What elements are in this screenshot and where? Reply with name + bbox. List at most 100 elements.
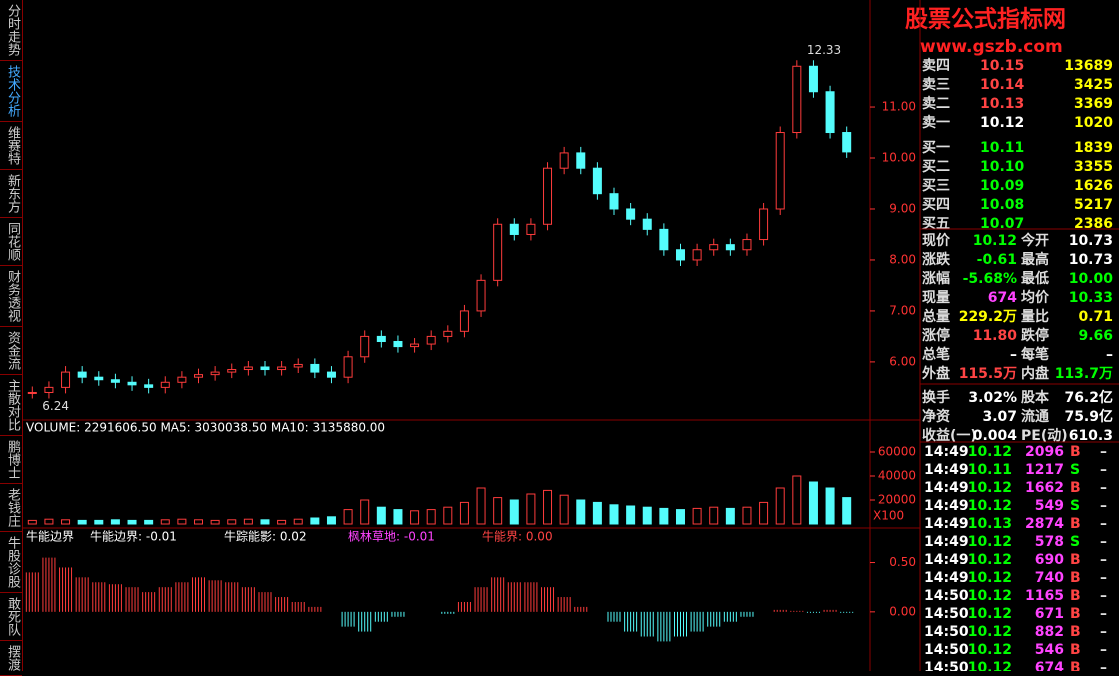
sidebar-tab[interactable]: 新东方: [0, 170, 22, 218]
trade-time: 14:50: [924, 588, 969, 604]
sidebar-tab[interactable]: 老钱庄: [0, 484, 22, 532]
stat-label: 净资: [922, 408, 950, 425]
candle: [343, 356, 353, 378]
trade-time: 14:50: [924, 624, 969, 640]
trade-time: 14:49: [924, 444, 969, 460]
low-label: 6.24: [42, 399, 69, 413]
stat-value: 0.004: [973, 428, 1018, 444]
volume-bar: [376, 506, 386, 525]
stat-value: 229.2万: [959, 309, 1017, 325]
candle: [526, 223, 536, 235]
y-tick-label: 0.50: [889, 555, 916, 569]
ob-volume: 1839: [1074, 140, 1113, 156]
y-tick-label: 6.00: [889, 354, 916, 368]
sidebar-tab[interactable]: 主散对比: [0, 375, 22, 436]
stat-value: 3.02%: [968, 390, 1017, 406]
stat-value: 76.2亿: [1064, 389, 1113, 406]
stat-label: 最低: [1021, 270, 1049, 287]
stat-value: 10.12: [973, 233, 1017, 249]
ob-volume: 3355: [1074, 159, 1113, 175]
sidebar-tab[interactable]: 敢死队: [0, 593, 22, 641]
candle: [94, 376, 104, 381]
trade-time: 14:49: [924, 498, 969, 514]
trade-volume: 549: [1035, 498, 1064, 514]
stat-value: 75.9亿: [1064, 408, 1113, 425]
ob-label: 买一: [922, 140, 950, 156]
trade-price: 10.12: [968, 498, 1012, 514]
y-tick-label: 60000: [878, 445, 916, 459]
ob-price: 10.11: [980, 140, 1024, 156]
stat-value: 113.7万: [1055, 366, 1113, 382]
candle: [293, 363, 303, 368]
trade-volume: 578: [1035, 534, 1064, 550]
indicator-label: 牛能界: 0.00: [482, 529, 553, 544]
candle: [509, 223, 519, 235]
indicator-label: 牛踪能影: 0.02: [224, 529, 307, 544]
volume-bar: [127, 519, 137, 525]
candle: [360, 335, 370, 358]
candle: [227, 369, 237, 373]
trade-dash: –: [1100, 606, 1107, 622]
trade-dash: –: [1100, 588, 1107, 604]
trade-time: 14:50: [924, 642, 969, 658]
y-tick-label: 10.00: [882, 151, 916, 165]
trade-time: 14:49: [924, 552, 969, 568]
candle: [426, 335, 436, 345]
volume-bar: [642, 506, 652, 525]
sidebar-tab[interactable]: 维赛特: [0, 122, 22, 170]
volume-bar: [725, 507, 735, 525]
stat-label: PE(动): [1021, 427, 1068, 444]
candle: [493, 223, 503, 281]
trade-volume: 1165: [1025, 588, 1064, 604]
volume-bar: [493, 497, 503, 525]
candle: [177, 376, 187, 383]
candle: [160, 381, 170, 388]
stat-value: -5.68%: [963, 271, 1017, 287]
trade-side: B: [1070, 588, 1081, 604]
y-tick-label: 8.00: [889, 252, 916, 266]
trade-dash: –: [1100, 642, 1107, 658]
trade-time: 14:50: [924, 660, 969, 671]
sidebar-tab[interactable]: 牛股诊股: [0, 532, 22, 593]
candle: [77, 371, 87, 378]
ob-label: 买二: [922, 159, 950, 175]
stat-value: 10.73: [1069, 252, 1113, 268]
volume-bar: [77, 519, 87, 525]
trade-dash: –: [1100, 570, 1107, 586]
volume-bar: [659, 507, 669, 525]
volume-bar: [509, 499, 519, 525]
y-tick-label: 9.00: [889, 201, 916, 215]
trade-volume: 1217: [1025, 462, 1064, 478]
volume-bar: [94, 519, 104, 525]
candle: [675, 249, 685, 261]
trade-time: 14:49: [924, 516, 969, 532]
volume-bar: [177, 518, 187, 525]
candle: [260, 366, 270, 371]
stat-value: 115.5万: [959, 366, 1017, 382]
ob-price: 10.15: [980, 58, 1024, 74]
candle: [775, 132, 785, 210]
volume-bar: [310, 517, 320, 525]
sidebar-tab[interactable]: 财务透视: [0, 266, 22, 327]
indicator-label: 牛能边界: [26, 529, 74, 544]
sidebar-tab[interactable]: 资金流: [0, 327, 22, 375]
volume-bar: [443, 506, 453, 525]
volume-bar: [144, 519, 154, 525]
trade-price: 10.12: [968, 534, 1012, 550]
sidebar-tab[interactable]: 鹏博士: [0, 436, 22, 484]
trade-dash: –: [1100, 498, 1107, 514]
sidebar-tab[interactable]: 分时走势: [0, 0, 22, 61]
candle: [692, 249, 702, 261]
trade-volume: 1662: [1025, 480, 1064, 496]
sidebar-tab[interactable]: 同花顺: [0, 218, 22, 266]
trade-time: 14:49: [924, 462, 969, 478]
trade-dash: –: [1100, 516, 1107, 532]
stat-label: 涨停: [922, 327, 950, 344]
candle: [592, 167, 602, 195]
stat-value: –: [1010, 347, 1017, 363]
stat-label: 现量: [922, 290, 950, 306]
candle: [559, 152, 569, 169]
sidebar-tab[interactable]: 技术分析: [0, 61, 22, 122]
candle: [543, 167, 553, 225]
trade-side: B: [1070, 552, 1081, 568]
